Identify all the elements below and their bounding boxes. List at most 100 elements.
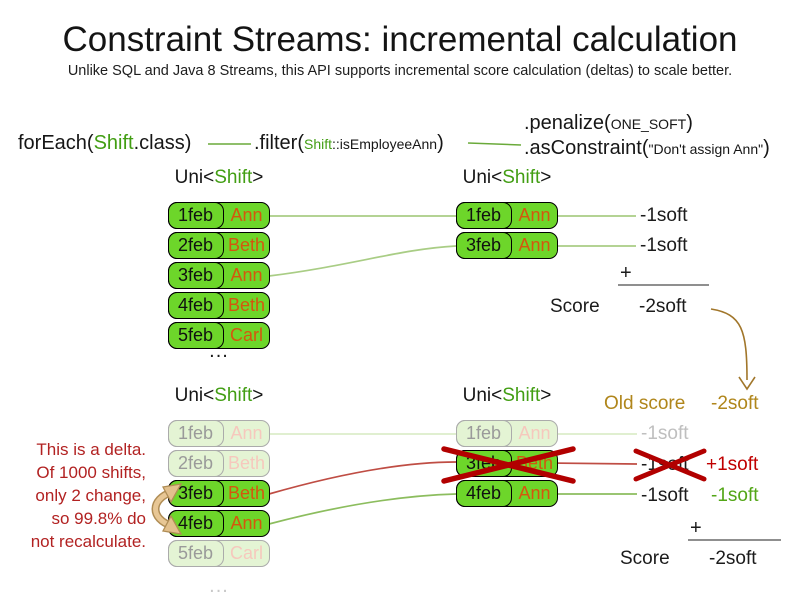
header-type: Shift xyxy=(502,385,541,406)
header-text: > xyxy=(252,385,264,406)
shift-row: 4feb Beth xyxy=(167,291,270,319)
shift-date: 2feb xyxy=(167,449,224,477)
shift-date: 4feb xyxy=(167,509,224,537)
table-header: Uni<Shift> xyxy=(168,385,270,407)
shift-date: 3feb xyxy=(455,449,512,477)
shift-employee: Ann xyxy=(518,205,551,225)
header-type: Shift xyxy=(214,167,253,188)
shift-row-retracted: 3feb Beth xyxy=(455,449,558,477)
shift-row: 1feb Ann xyxy=(455,201,558,229)
shift-date: 3feb xyxy=(167,479,224,507)
code-text: forEach( xyxy=(18,132,94,154)
header-text: Uni< xyxy=(174,385,215,406)
code-text: .asConstraint( xyxy=(524,137,649,159)
sum-plus: + xyxy=(620,262,632,284)
note-line: This is a delta. xyxy=(36,440,146,459)
match-score-unchanged: -1soft xyxy=(641,423,689,444)
code-text: ) xyxy=(437,132,444,154)
note-line: only 2 change, xyxy=(35,486,146,505)
shift-row-changed: 3feb Beth xyxy=(167,479,270,507)
shift-employee: Ann xyxy=(518,423,551,443)
shift-date: 1feb xyxy=(455,201,512,229)
shift-date: 2feb xyxy=(167,231,224,259)
shift-employee: Beth xyxy=(227,235,266,255)
shift-employee: Ann xyxy=(230,513,263,533)
page-subtitle: Unlike SQL and Java 8 Streams, this API … xyxy=(67,63,733,79)
shift-row: 1feb Ann xyxy=(167,201,270,229)
shift-employee: Ann xyxy=(230,423,263,443)
shift-employee: Ann xyxy=(518,483,551,503)
table-header: Uni<Shift> xyxy=(456,385,558,407)
shift-employee: Ann xyxy=(230,265,263,285)
shift-employee: Beth xyxy=(227,483,266,503)
shift-date: 1feb xyxy=(167,201,224,229)
shift-row-changed: 4feb Ann xyxy=(167,509,270,537)
shift-date: 4feb xyxy=(167,291,224,319)
code-text: .filter( xyxy=(254,132,304,154)
note-line: so 99.8% do xyxy=(51,509,146,528)
shift-employee: Carl xyxy=(229,543,263,563)
score-delta-positive: +1soft xyxy=(706,454,759,475)
code-text: ) xyxy=(686,112,693,134)
shift-employee: Carl xyxy=(229,325,263,345)
shift-row-faded: 1feb Ann xyxy=(455,419,558,447)
note-line: not recalculate. xyxy=(30,532,146,551)
header-text: > xyxy=(540,167,552,188)
shift-employee: Beth xyxy=(227,453,266,473)
shift-row-faded: 5feb Carl xyxy=(167,539,270,567)
score-value: -2soft xyxy=(639,296,687,317)
header-type: Shift xyxy=(214,385,253,406)
code-arg: ONE_SOFT xyxy=(610,116,687,132)
code-filter: .filter(Shift::isEmployeeAnn) xyxy=(254,132,444,155)
shift-row: 2feb Beth xyxy=(167,231,270,259)
shift-row-faded: 2feb Beth xyxy=(167,449,270,477)
header-text: Uni< xyxy=(174,167,215,188)
old-score-value: -2soft xyxy=(711,393,759,414)
shift-row: 5feb Carl xyxy=(167,321,270,349)
page-title: Constraint Streams: incremental calculat… xyxy=(62,20,738,59)
code-text: ::isEmployeeAnn xyxy=(332,136,438,152)
shift-row: 3feb Ann xyxy=(167,261,270,289)
code-text: ) xyxy=(763,137,770,159)
shift-date: 3feb xyxy=(455,231,512,259)
shift-row: 3feb Ann xyxy=(455,231,558,259)
shift-employee: Beth xyxy=(515,453,554,473)
header-type: Shift xyxy=(502,167,541,188)
shift-date: 5feb xyxy=(167,321,224,349)
code-asconstraint: .asConstraint("Don't assign Ann") xyxy=(524,137,770,160)
table-ellipsis: ... xyxy=(209,340,229,362)
match-score-inserted: -1soft xyxy=(641,485,689,506)
shift-employee: Beth xyxy=(227,295,266,315)
code-text: .penalize( xyxy=(524,112,611,134)
header-text: > xyxy=(252,167,264,188)
shift-date: 3feb xyxy=(167,261,224,289)
match-score: -1soft xyxy=(640,205,688,226)
shift-row-faded: 1feb Ann xyxy=(167,419,270,447)
shift-date: 1feb xyxy=(167,419,224,447)
header-text: Uni< xyxy=(462,385,503,406)
match-score-retracted: -1soft xyxy=(641,454,689,475)
shift-date: 4feb xyxy=(455,479,512,507)
score-value: -2soft xyxy=(709,548,757,569)
score-label: Score xyxy=(550,296,600,317)
note-line: Of 1000 shifts, xyxy=(36,463,146,482)
code-foreach: forEach(Shift.class) xyxy=(18,132,191,155)
shift-row-inserted: 4feb Ann xyxy=(455,479,558,507)
table-ellipsis: ... xyxy=(209,575,229,597)
old-score-label: Old score xyxy=(604,393,686,414)
table-header: Uni<Shift> xyxy=(168,167,270,189)
code-type: Shift xyxy=(304,136,333,152)
score-label: Score xyxy=(620,548,670,569)
match-score: -1soft xyxy=(640,235,688,256)
shift-employee: Ann xyxy=(230,205,263,225)
shift-date: 1feb xyxy=(455,419,512,447)
header-text: Uni< xyxy=(462,167,503,188)
code-type: Shift xyxy=(93,132,134,154)
table-header: Uni<Shift> xyxy=(456,167,558,189)
shift-employee: Ann xyxy=(518,235,551,255)
sum-plus: + xyxy=(690,517,702,539)
delta-note: This is a delta. Of 1000 shifts, only 2 … xyxy=(0,438,146,553)
code-text: .class) xyxy=(133,132,192,154)
code-penalize: .penalize(ONE_SOFT) xyxy=(524,112,693,135)
